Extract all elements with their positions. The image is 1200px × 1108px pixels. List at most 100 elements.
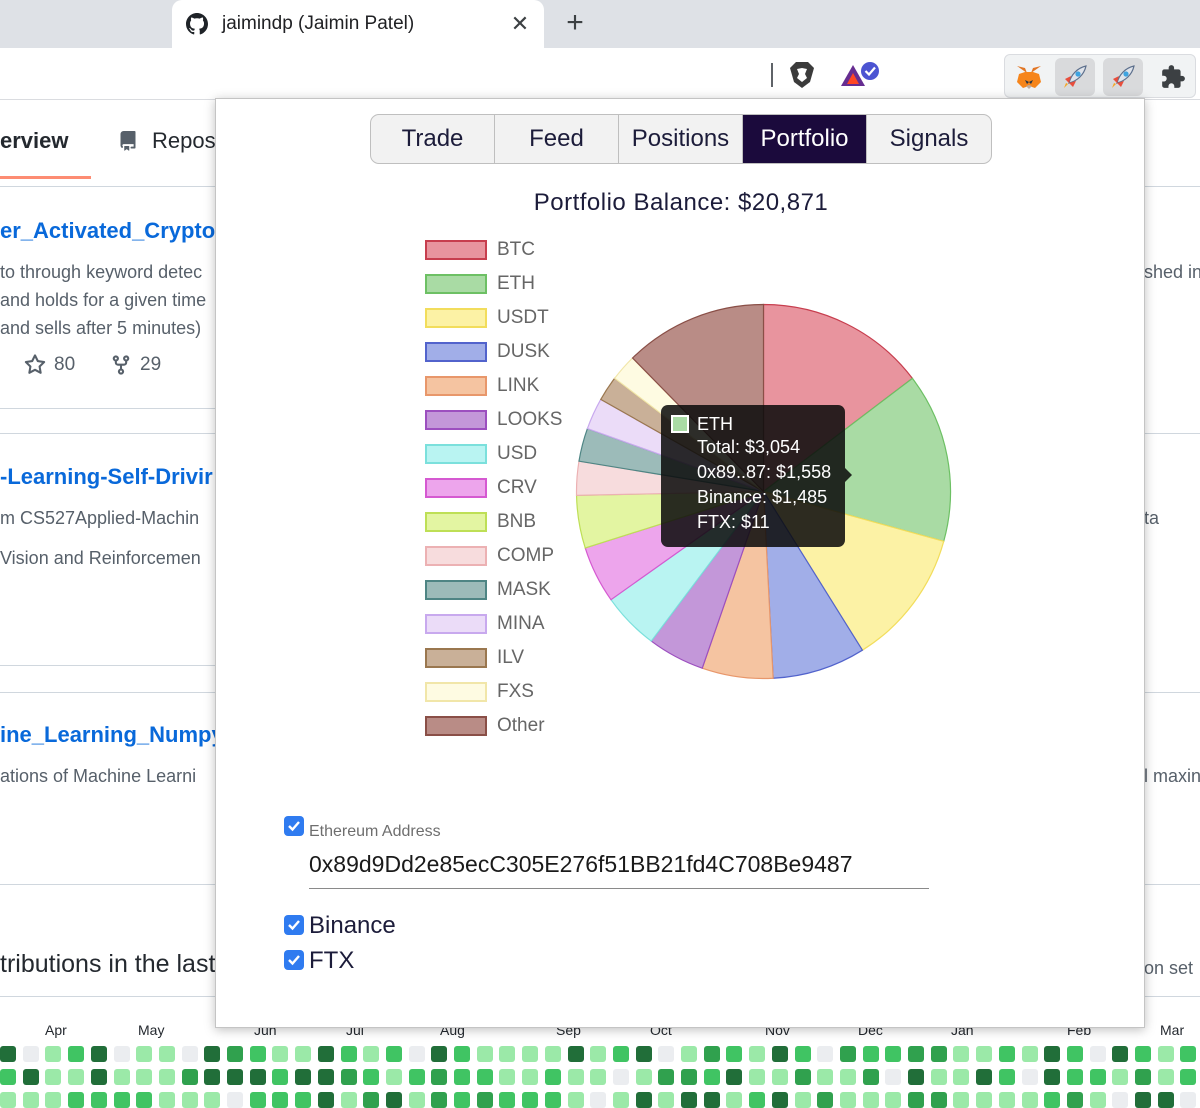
contribution-day[interactable] [862,1069,879,1085]
repo-title[interactable]: -Learning-Self-Drivir [0,464,213,489]
contribution-day[interactable] [590,1046,607,1062]
contribution-day[interactable] [998,1069,1015,1085]
contribution-day[interactable] [363,1092,380,1108]
contribution-day[interactable] [363,1069,380,1085]
contribution-day[interactable] [726,1069,743,1085]
contribution-day[interactable] [22,1092,39,1108]
legend-item[interactable]: BNB [425,511,536,533]
contribution-day[interactable] [227,1092,243,1108]
puzzle-extensions-icon[interactable] [1153,58,1193,96]
contribution-day[interactable] [431,1046,448,1062]
contribution-day[interactable] [1021,1046,1038,1062]
contribution-day[interactable] [635,1046,652,1062]
contribution-day[interactable] [272,1046,289,1062]
legend-item[interactable]: USDT [425,307,549,329]
contribution-day[interactable] [454,1069,470,1085]
repo-title[interactable]: er_Activated_Crypto [0,218,216,243]
github-tab-overview[interactable]: erview [0,128,69,153]
legend-item[interactable]: USD [425,443,537,465]
contribution-day[interactable] [885,1046,902,1062]
repo-stars[interactable]: 80 [24,354,75,376]
contribution-day[interactable] [953,1069,970,1085]
contribution-day[interactable] [113,1046,130,1062]
contribution-day[interactable] [612,1069,629,1085]
contribution-day[interactable] [1157,1092,1174,1108]
contribution-day[interactable] [1135,1046,1151,1062]
ethereum-checkbox[interactable] [284,816,304,836]
contribution-day[interactable] [794,1092,811,1108]
contribution-day[interactable] [885,1092,902,1108]
contribution-day[interactable] [612,1092,629,1108]
legend-item[interactable]: CRV [425,477,537,499]
contribution-day[interactable] [908,1092,924,1108]
legend-item[interactable]: MINA [425,613,545,635]
contribution-day[interactable] [1044,1069,1061,1085]
contribution-day[interactable] [454,1092,470,1108]
contribution-day[interactable] [771,1092,788,1108]
legend-item[interactable]: Other [425,715,545,737]
contribution-day[interactable] [590,1069,607,1085]
contribution-day[interactable] [499,1092,516,1108]
contribution-day[interactable] [703,1069,720,1085]
contribution-day[interactable] [272,1069,289,1085]
contribution-day[interactable] [1112,1069,1129,1085]
rocket-extension-icon[interactable] [1055,58,1095,96]
contribution-day[interactable] [749,1069,766,1085]
contribution-day[interactable] [771,1046,788,1062]
contribution-day[interactable] [1112,1092,1129,1108]
contribution-day[interactable] [726,1046,743,1062]
contribution-day[interactable] [908,1069,924,1085]
contribution-day[interactable] [839,1092,856,1108]
contribution-day[interactable] [45,1092,62,1108]
contribution-day[interactable] [22,1069,39,1085]
metamask-fox-icon[interactable] [1009,58,1049,96]
contribution-day[interactable] [794,1069,811,1085]
contribution-day[interactable] [839,1046,856,1062]
contribution-day[interactable] [817,1046,834,1062]
contribution-day[interactable] [158,1046,175,1062]
tab-positions[interactable]: Positions [619,115,743,163]
contribution-day[interactable] [681,1069,697,1085]
contribution-day[interactable] [976,1092,993,1108]
contribution-day[interactable] [317,1092,334,1108]
contribution-day[interactable] [249,1046,266,1062]
contribution-day[interactable] [136,1069,153,1085]
rocket-extension-active-icon[interactable] [1103,58,1143,96]
contribution-day[interactable] [703,1092,720,1108]
contribution-day[interactable] [181,1069,198,1085]
contribution-day[interactable] [45,1046,62,1062]
contribution-day[interactable] [476,1092,493,1108]
contribution-day[interactable] [68,1069,85,1085]
contribution-day[interactable] [113,1069,130,1085]
contribution-day[interactable] [930,1092,947,1108]
contribution-day[interactable] [1180,1092,1197,1108]
contribution-day[interactable] [272,1092,289,1108]
contribution-day[interactable] [113,1092,130,1108]
contribution-day[interactable] [817,1092,834,1108]
contribution-day[interactable] [771,1069,788,1085]
legend-item[interactable]: DUSK [425,341,550,363]
contribution-day[interactable] [1112,1046,1129,1062]
contribution-day[interactable] [385,1069,402,1085]
contribution-day[interactable] [45,1069,62,1085]
legend-item[interactable]: ILV [425,647,524,669]
contribution-day[interactable] [522,1046,539,1062]
tab-trade[interactable]: Trade [371,115,495,163]
contribution-day[interactable] [544,1069,561,1085]
contribution-day[interactable] [408,1046,425,1062]
contribution-day[interactable] [681,1092,697,1108]
contribution-day[interactable] [158,1092,175,1108]
ethereum-address-input[interactable]: 0x89d9Dd2e85ecC305E276f51BB21fd4C708Be94… [309,851,929,889]
contribution-day[interactable] [317,1046,334,1062]
contribution-settings-text[interactable]: ion set [1140,958,1194,978]
contribution-day[interactable] [635,1092,652,1108]
contribution-day[interactable] [953,1046,970,1062]
contribution-day[interactable] [1089,1069,1106,1085]
contribution-day[interactable] [295,1092,312,1108]
contribution-day[interactable] [590,1092,607,1108]
contribution-day[interactable] [976,1046,993,1062]
browser-tab[interactable]: jaimindp (Jaimin Patel) ✕ [172,0,544,48]
contribution-day[interactable] [658,1046,675,1062]
contribution-day[interactable] [749,1092,766,1108]
contribution-day[interactable] [1066,1069,1083,1085]
